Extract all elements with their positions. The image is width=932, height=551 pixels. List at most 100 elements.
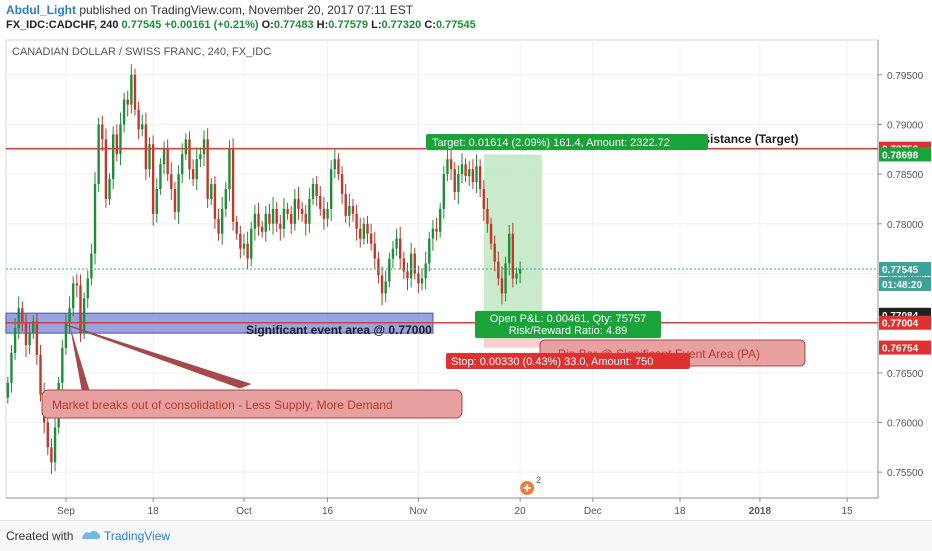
low-label: L: (371, 19, 382, 31)
price-axis-label-box (879, 277, 931, 291)
candle-body (191, 169, 195, 180)
author-link[interactable]: Abdul_Light (6, 3, 76, 17)
symbol-label[interactable]: FX_IDC:CADCHF, 240 (6, 19, 119, 31)
candle-body (108, 179, 111, 199)
target-label-text: Target: 0.01614 (2.09%) 161.4, Amount: 2… (432, 137, 670, 149)
candle-body (319, 195, 322, 209)
candle-body (166, 149, 169, 175)
candle-body (384, 281, 387, 294)
x-tick-label: Nov (409, 506, 427, 517)
candle-body (279, 223, 282, 229)
candle-body (35, 321, 39, 355)
candle-body (290, 213, 293, 224)
candle-body (239, 233, 242, 249)
breakout-callout-pointer-2 (69, 324, 90, 392)
candle-body (119, 124, 122, 155)
candle-body (46, 422, 49, 448)
candle-body (253, 213, 257, 229)
price-axis-label: 0.77004 (882, 319, 919, 330)
candle-body (311, 184, 315, 199)
created-with-text: Created with (6, 529, 74, 543)
candle-body (206, 139, 209, 199)
x-tick-label: 15 (842, 506, 854, 517)
risk-reward-text: Risk/Reward Ratio: 4.89 (509, 325, 628, 337)
candle-body (399, 238, 402, 259)
candle-body (268, 213, 271, 224)
candle-body (184, 139, 188, 155)
candle-body (475, 166, 478, 183)
candle-body (460, 164, 464, 175)
candle-body (362, 223, 366, 239)
candle-body (231, 149, 235, 222)
candle-body (104, 139, 108, 199)
candle-body (515, 273, 518, 279)
y-tick-label: 0.76500 (887, 369, 924, 380)
candle-body (333, 159, 337, 170)
candle-body (13, 328, 17, 353)
candle-body (359, 228, 362, 239)
breakout-callout-box (41, 389, 463, 419)
candle-body (235, 221, 238, 234)
candle-body (420, 278, 424, 284)
candle-body (395, 238, 398, 249)
candle-body (202, 139, 206, 155)
candle-body (344, 193, 347, 216)
tradingview-brand-link[interactable]: TradingView (104, 529, 171, 543)
price-axis-label: 0.77545 (882, 265, 919, 276)
x-tick-label: Oct (236, 506, 252, 517)
candle-body (86, 278, 89, 299)
pnl-text: Open P&L: 0.00461, Qty: 75757 (490, 313, 647, 325)
candle-body (144, 124, 148, 170)
candle-body (391, 248, 395, 259)
candle-body (159, 164, 162, 190)
pnl-box (475, 311, 661, 338)
publish-line: Abdul_Light published on TradingView.com… (6, 2, 926, 18)
stop-label-text: Stop: 0.00330 (0.43%) 33.0, Amount: 750 (451, 356, 653, 368)
x-tick-label: Dec (584, 506, 602, 517)
price-chart[interactable]: 0.795000.790000.785000.780000.775000.770… (0, 0, 932, 520)
annotation-labels: Next line of Resistance (Target)Signific… (41, 132, 931, 495)
low-value: 0.77320 (381, 19, 422, 31)
open-label: O: (261, 19, 274, 31)
price-axis-label-box (879, 147, 931, 162)
candle-body (224, 189, 228, 209)
candle-body (173, 189, 177, 212)
candle-body (61, 347, 64, 383)
candle-body (308, 198, 311, 224)
y-tick-label: 0.78000 (887, 220, 924, 231)
candle-body (508, 233, 511, 264)
high-label: H: (316, 19, 329, 31)
x-tick-label: Sep (57, 506, 75, 517)
candle-body (329, 169, 333, 209)
candle-body (275, 208, 278, 224)
candle-body (457, 174, 460, 193)
candle-body (111, 134, 115, 180)
candle-body (188, 139, 191, 170)
price-axis-label: 0.78698 (882, 150, 919, 161)
candle-body (257, 213, 260, 227)
x-tick-label: 18 (148, 506, 160, 517)
candle-body (388, 258, 391, 282)
candle-body (369, 233, 373, 244)
candle-body (75, 283, 79, 286)
candle-body (449, 159, 453, 170)
candle-body (79, 285, 82, 334)
y-tick-label: 0.79000 (887, 120, 924, 131)
candle-body (199, 154, 202, 160)
y-tick-label: 0.78500 (887, 170, 924, 181)
last-price: 0.77545 (121, 19, 162, 31)
candle-body (293, 198, 297, 224)
candle-body (93, 184, 97, 254)
candle-body (406, 271, 409, 279)
price-axis-label-box (879, 262, 931, 276)
candle-body (213, 184, 217, 219)
y-tick-label: 0.76000 (887, 418, 924, 429)
candle-body (148, 144, 151, 170)
open-value: 0.77483 (273, 19, 314, 31)
candle-body (250, 228, 253, 259)
x-tick-label: 2018 (749, 506, 772, 517)
candle-body (177, 174, 180, 212)
candle-body (478, 166, 482, 190)
chart-header: Abdul_Light published on TradingView.com… (6, 2, 926, 36)
candle-body (17, 308, 20, 329)
